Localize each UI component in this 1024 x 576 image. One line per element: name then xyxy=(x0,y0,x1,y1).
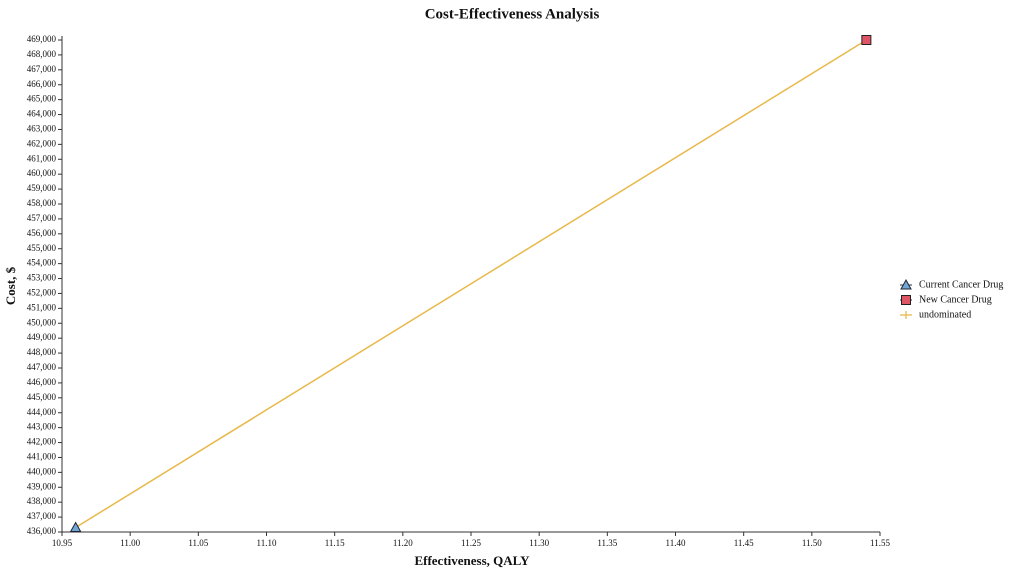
y-tick-label: 469,000 xyxy=(27,34,57,44)
y-axis-title: Cost, $ xyxy=(3,266,18,305)
y-tick-label: 460,000 xyxy=(27,168,57,178)
y-tick-label: 454,000 xyxy=(27,258,57,268)
data-point xyxy=(861,35,872,45)
line-series xyxy=(75,39,867,529)
y-tick-label: 436,000 xyxy=(27,526,57,536)
y-tick-label: 457,000 xyxy=(27,213,57,223)
y-tick-label: 463,000 xyxy=(27,124,57,134)
y-tick-label: 456,000 xyxy=(27,228,57,238)
y-tick-label: 459,000 xyxy=(27,183,57,193)
y-tick-label: 443,000 xyxy=(27,422,57,432)
x-tick-label: 11.50 xyxy=(802,538,822,548)
y-tick-label: 453,000 xyxy=(27,273,57,283)
y-tick-label: 447,000 xyxy=(27,362,57,372)
y-tick-label: 467,000 xyxy=(27,64,57,74)
y-tick-label: 448,000 xyxy=(27,347,57,357)
y-tick-label: 442,000 xyxy=(27,437,57,447)
y-tick-label: 449,000 xyxy=(27,332,57,342)
legend-label: undominated xyxy=(919,309,971,320)
legend-marker xyxy=(900,278,912,290)
x-tick-label: 11.15 xyxy=(325,538,345,548)
x-tick-label: 11.10 xyxy=(257,538,277,548)
y-tick-label: 465,000 xyxy=(27,94,57,104)
y-tick-label: 466,000 xyxy=(27,79,57,89)
x-tick-label: 11.45 xyxy=(734,538,754,548)
x-tick-label: 11.55 xyxy=(870,538,890,548)
x-tick-label: 11.05 xyxy=(188,538,208,548)
y-tick-label: 441,000 xyxy=(27,452,57,462)
y-tick-label: 445,000 xyxy=(27,392,57,402)
y-tick-label: 461,000 xyxy=(27,153,57,163)
y-tick-label: 462,000 xyxy=(27,138,57,148)
y-tick-label: 439,000 xyxy=(27,481,57,491)
x-tick-label: 10.95 xyxy=(52,538,73,548)
x-tick-label: 11.35 xyxy=(597,538,617,548)
y-tick-label: 440,000 xyxy=(27,466,57,476)
x-tick-label: 11.00 xyxy=(120,538,140,548)
legend-marker xyxy=(900,311,912,319)
x-tick-label: 11.25 xyxy=(461,538,481,548)
y-tick-label: 444,000 xyxy=(27,407,57,417)
x-tick-label: 11.20 xyxy=(393,538,413,548)
y-tick-label: 451,000 xyxy=(27,302,57,312)
legend-label: Current Cancer Drug xyxy=(919,279,1003,290)
y-tick-label: 452,000 xyxy=(27,288,57,298)
y-tick-label: 468,000 xyxy=(27,49,57,59)
x-tick-label: 11.30 xyxy=(529,538,549,548)
y-tick-label: 438,000 xyxy=(27,496,57,506)
y-tick-label: 446,000 xyxy=(27,377,57,387)
y-tick-label: 437,000 xyxy=(27,511,57,521)
y-tick-label: 464,000 xyxy=(27,109,57,119)
data-point xyxy=(69,521,82,533)
x-axis-title: Effectiveness, QALY xyxy=(414,553,530,568)
legend-marker xyxy=(901,295,911,305)
x-tick-label: 11.40 xyxy=(666,538,686,548)
legend-label: New Cancer Drug xyxy=(919,294,992,305)
y-tick-label: 450,000 xyxy=(27,317,57,327)
y-tick-label: 458,000 xyxy=(27,198,57,208)
chart-title: Cost-Effectiveness Analysis xyxy=(425,6,600,22)
y-tick-label: 455,000 xyxy=(27,243,57,253)
